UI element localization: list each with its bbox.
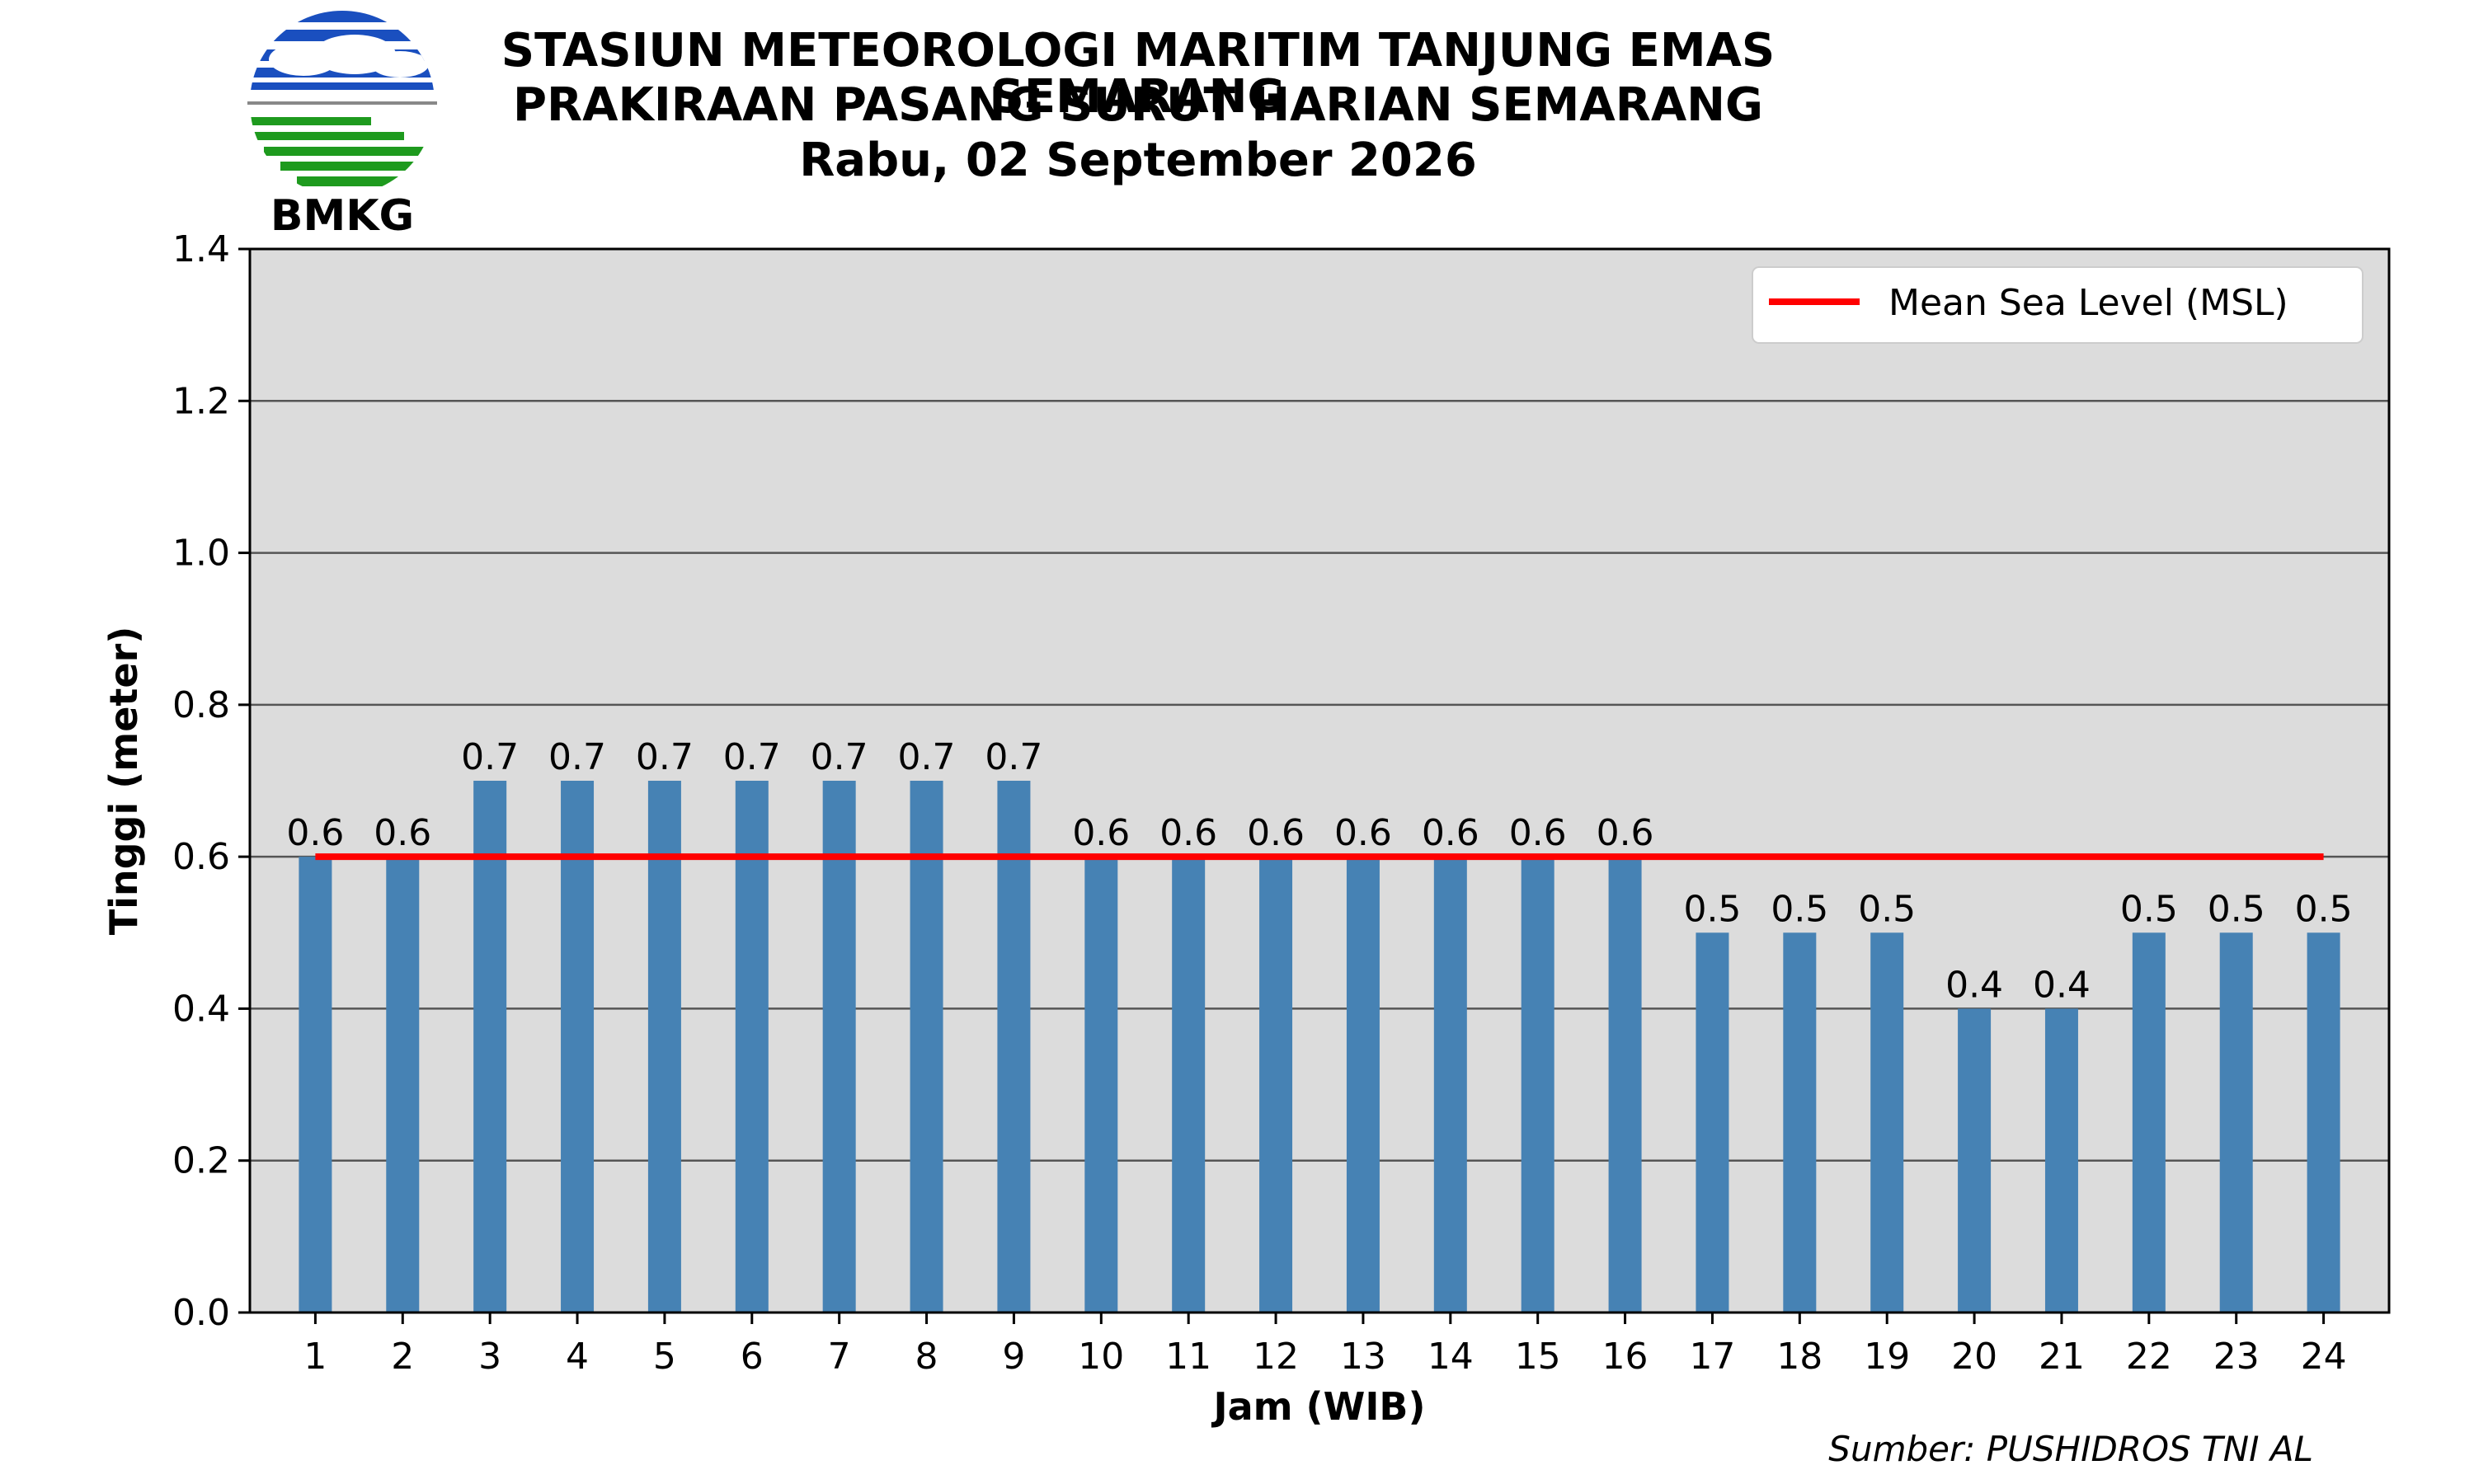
value-label: 0.5 [1683, 888, 1741, 930]
y-tick-label: 1.4 [172, 228, 230, 270]
forecast-title: PRAKIRAAN PASANG SURUT HARIAN SEMARANG [512, 78, 1764, 132]
value-label: 0.5 [2208, 888, 2265, 930]
x-tick-label: 17 [1689, 1336, 1735, 1378]
source-credit: Sumber: PUSHIDROS TNI AL [1828, 1429, 2313, 1469]
x-tick-label: 11 [1165, 1336, 1211, 1378]
x-tick-label: 15 [1515, 1336, 1561, 1378]
x-tick-label: 24 [2301, 1336, 2347, 1378]
x-tick-label: 20 [1951, 1336, 1997, 1378]
bar [1433, 857, 1467, 1313]
bar [561, 781, 595, 1313]
bar [299, 857, 332, 1313]
value-label: 0.6 [1422, 812, 1479, 854]
x-tick-label: 14 [1427, 1336, 1474, 1378]
bar [2307, 932, 2340, 1313]
bar [735, 781, 769, 1313]
bar [473, 781, 507, 1313]
value-label: 0.4 [2033, 964, 2091, 1006]
bar [1608, 857, 1642, 1313]
bars-group [299, 781, 2340, 1313]
value-label: 0.5 [2120, 888, 2178, 930]
value-label: 0.5 [2295, 888, 2353, 930]
value-label: 0.7 [548, 736, 606, 778]
value-label: 0.7 [985, 736, 1042, 778]
value-label: 0.7 [636, 736, 694, 778]
x-tick-label: 18 [1776, 1336, 1823, 1378]
x-tick-label: 4 [566, 1336, 589, 1378]
bar [647, 781, 681, 1313]
bar [2132, 932, 2166, 1313]
plot-background [250, 249, 2389, 1313]
bmkg-logo-text: BMKG [270, 191, 415, 241]
x-tick-label: 5 [653, 1336, 676, 1378]
value-label: 0.4 [1945, 964, 2003, 1006]
value-label: 0.6 [1334, 812, 1392, 854]
y-tick-label: 0.4 [172, 988, 230, 1030]
y-tick-label: 1.2 [172, 380, 230, 422]
value-label: 0.7 [461, 736, 519, 778]
x-axis-ticks: 1 2 3 4 5 6 7 8 9 10 11 12 13 14 15 16 17 18 19 20 21 22 23 24 [303, 1313, 2347, 1378]
y-tick-label: 0.2 [172, 1140, 230, 1182]
x-tick-label: 12 [1253, 1336, 1299, 1378]
value-label: 0.6 [1159, 812, 1217, 854]
x-tick-label: 22 [2126, 1336, 2172, 1378]
value-label: 0.5 [1771, 888, 1828, 930]
x-tick-label: 6 [741, 1336, 764, 1378]
x-tick-label: 19 [1864, 1336, 1910, 1378]
x-tick-label: 1 [303, 1336, 327, 1378]
x-tick-label: 7 [828, 1336, 851, 1378]
bar [822, 781, 856, 1313]
bmkg-logo-icon [247, 11, 437, 186]
x-axis-label: Jam (WIB) [1211, 1384, 1425, 1429]
bar [997, 781, 1031, 1313]
x-tick-label: 16 [1602, 1336, 1649, 1378]
x-tick-label: 3 [478, 1336, 501, 1378]
y-tick-label: 0.0 [172, 1292, 230, 1334]
x-tick-label: 2 [391, 1336, 414, 1378]
value-label: 0.6 [1597, 812, 1654, 854]
value-label: 0.7 [898, 736, 956, 778]
value-label: 0.7 [811, 736, 868, 778]
value-label: 0.6 [1247, 812, 1305, 854]
bar [386, 857, 420, 1313]
y-tick-label: 1.0 [172, 533, 230, 575]
x-tick-label: 13 [1340, 1336, 1386, 1378]
bar [1696, 932, 1729, 1313]
value-labels-group: 0.6 0.6 0.7 0.7 0.7 0.7 0.7 0.7 0.7 0.6 0.6 0.6 0.6 0… [286, 736, 2352, 1006]
x-tick-label: 9 [1002, 1336, 1025, 1378]
y-tick-label: 0.6 [172, 836, 230, 878]
value-label: 0.6 [1072, 812, 1130, 854]
plot-frame [248, 247, 2391, 1314]
legend-msl-label: Mean Sea Level (MSL) [1888, 282, 2288, 324]
value-label: 0.6 [374, 812, 431, 854]
legend-box [1752, 266, 2363, 344]
y-axis-label: Tinggi (meter) [101, 627, 146, 936]
bar [2044, 1008, 2078, 1313]
x-tick-label: 10 [1078, 1336, 1124, 1378]
station-title: STASIUN METEOROLOGI MARITIM TANJUNG EMAS… [501, 24, 1776, 124]
value-label: 0.7 [723, 736, 781, 778]
value-label: 0.6 [1509, 812, 1567, 854]
bar [1172, 857, 1206, 1313]
date-title: Rabu, 02 September 2026 [799, 134, 1477, 187]
bar [2219, 932, 2253, 1313]
bar [1958, 1008, 1992, 1313]
bar [1783, 932, 1817, 1313]
x-tick-label: 21 [2039, 1336, 2085, 1378]
bar [1259, 857, 1293, 1313]
x-tick-label: 8 [915, 1336, 938, 1378]
bar [910, 781, 943, 1313]
y-tick-label: 0.8 [172, 684, 230, 726]
x-tick-label: 23 [2213, 1336, 2260, 1378]
bar [1870, 932, 1904, 1313]
y-axis-ticks: 0.0 0.2 0.4 0.6 0.8 1.0 1.2 1.4 [172, 228, 250, 1334]
value-label: 0.6 [286, 812, 344, 854]
bar [1346, 857, 1380, 1313]
value-label: 0.5 [1858, 888, 1916, 930]
bar [1521, 857, 1554, 1313]
legend: Mean Sea Level (MSL) [1752, 266, 2363, 344]
bar [1084, 857, 1118, 1313]
